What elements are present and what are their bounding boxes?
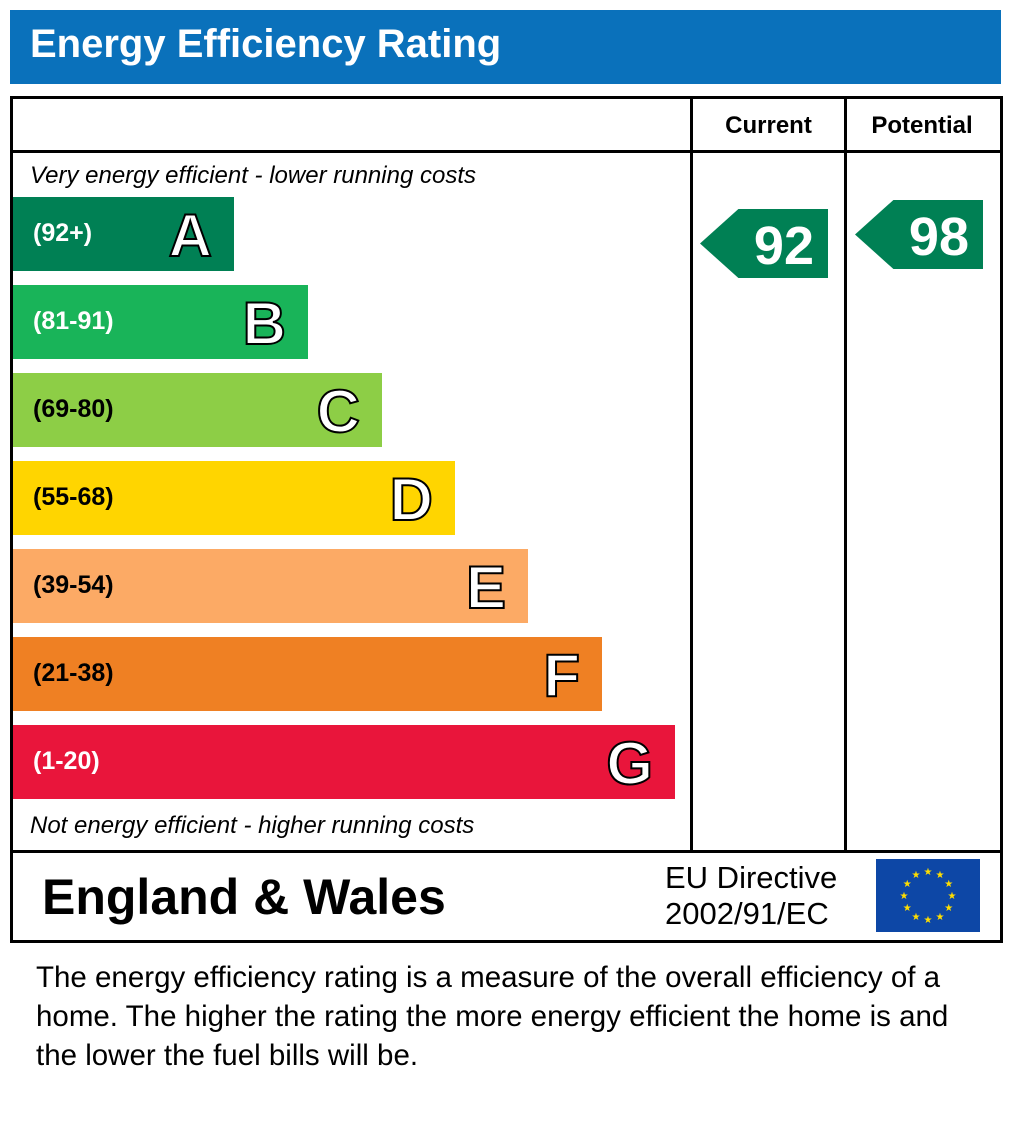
band-bar-g: (1-20) G xyxy=(13,725,675,799)
star-icon: ★ xyxy=(903,879,912,890)
band-range: (92+) xyxy=(33,219,93,247)
footer-divider xyxy=(10,850,1000,853)
star-icon: ★ xyxy=(912,870,921,881)
star-icon: ★ xyxy=(936,912,945,923)
band-range: (69-80) xyxy=(33,395,114,423)
band-range: (1-20) xyxy=(33,747,100,775)
potential-column-header: Potential xyxy=(871,112,973,139)
band-bar-d: (55-68) D xyxy=(13,461,455,535)
title-bar: Energy Efficiency Rating xyxy=(10,10,1001,84)
star-icon: ★ xyxy=(924,867,933,878)
top-note: Very energy efficient - lower running co… xyxy=(30,162,476,189)
band-letter: F xyxy=(542,641,581,710)
directive-line-1: EU Directive xyxy=(665,860,838,895)
band-letter: E xyxy=(465,553,507,622)
band-bar-a: (92+) A xyxy=(13,197,234,271)
band-range: (81-91) xyxy=(33,307,114,335)
star-icon: ★ xyxy=(936,870,945,881)
current-column-header: Current xyxy=(725,112,812,139)
current-rating-value: 92 xyxy=(753,216,814,276)
rating-frame xyxy=(10,96,1003,943)
band-letter: B xyxy=(242,289,287,358)
band-letter: G xyxy=(605,729,654,798)
star-icon: ★ xyxy=(944,903,953,914)
eu-flag-icon: ★ ★ ★ ★ ★ ★ ★ ★ ★ ★ ★ ★ xyxy=(876,859,980,932)
eu-directive: EU Directive 2002/91/EC xyxy=(665,860,837,932)
star-icon: ★ xyxy=(900,891,909,902)
band-letter: A xyxy=(168,201,213,270)
column-divider-potential xyxy=(844,96,847,852)
band-range: (55-68) xyxy=(33,483,114,511)
chart-title: Energy Efficiency Rating xyxy=(30,22,502,66)
band-letter: C xyxy=(316,377,361,446)
directive-line-2: 2002/91/EC xyxy=(665,896,829,931)
star-icon: ★ xyxy=(924,915,933,926)
band-range: (21-38) xyxy=(33,659,114,687)
column-divider-current xyxy=(690,96,693,852)
region-label: England & Wales xyxy=(42,869,446,925)
bottom-note: Not energy efficient - higher running co… xyxy=(30,812,475,839)
band-bar-f: (21-38) F xyxy=(13,637,602,711)
header-divider xyxy=(10,150,1000,153)
band-range: (39-54) xyxy=(33,571,114,599)
star-icon: ★ xyxy=(912,912,921,923)
potential-rating-value: 98 xyxy=(908,207,969,267)
band-letter: D xyxy=(389,465,434,534)
band-bar-e: (39-54) E xyxy=(13,549,528,623)
description: The energy efficiency rating is a measur… xyxy=(36,961,949,1072)
star-icon: ★ xyxy=(944,879,953,890)
band-bar-c: (69-80) C xyxy=(13,373,382,447)
band-bar-b: (81-91) B xyxy=(13,285,308,359)
star-icon: ★ xyxy=(948,891,957,902)
star-icon: ★ xyxy=(903,903,912,914)
